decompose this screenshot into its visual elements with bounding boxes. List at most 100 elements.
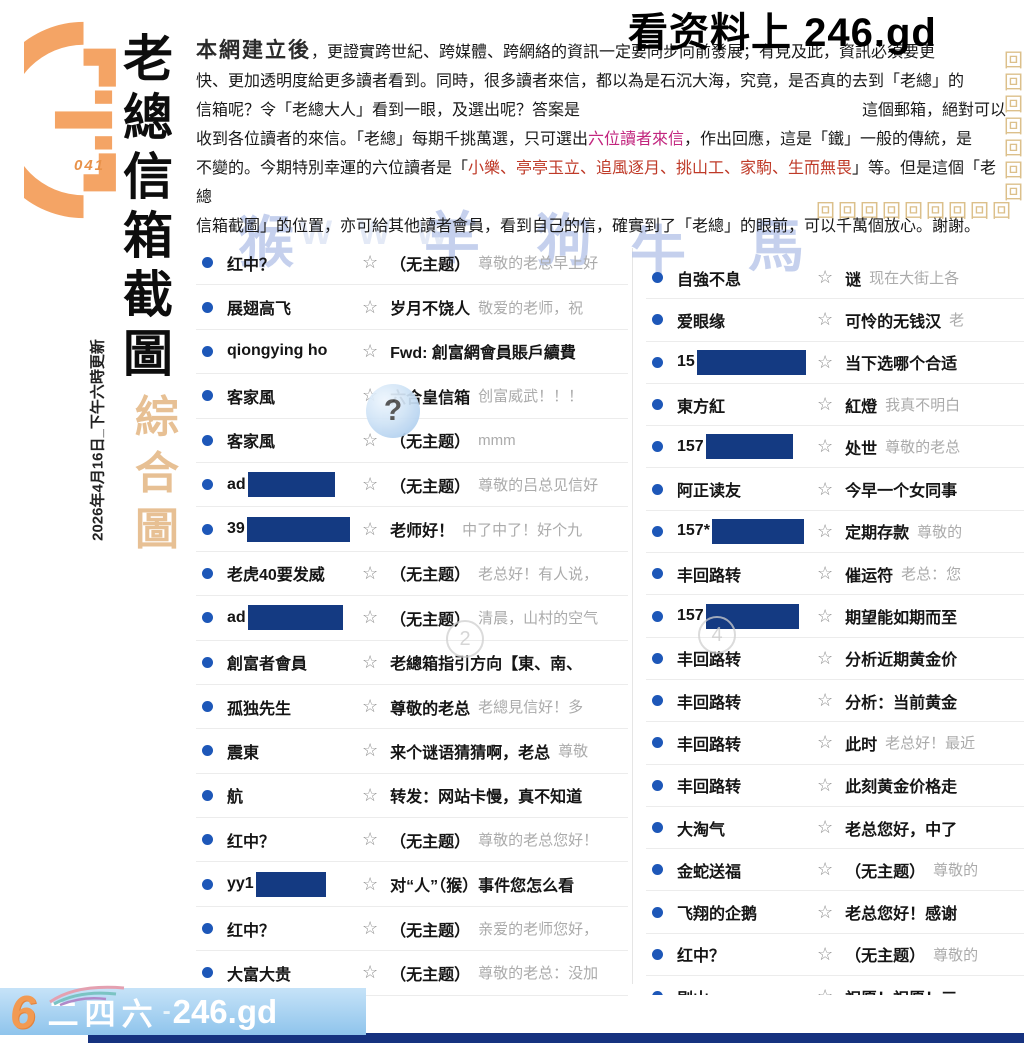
unread-dot-icon <box>202 434 213 446</box>
mail-row[interactable]: yy1 ☆ 对“人”（猴）事件您怎么看 <box>196 862 628 907</box>
mail-row[interactable]: 孤独先生 ☆ 尊敬的老总 老總見信好！多 <box>196 685 628 730</box>
redaction-box <box>705 434 793 460</box>
star-icon[interactable]: ☆ <box>362 740 379 761</box>
unread-dot-icon <box>652 779 663 791</box>
mail-row[interactable]: 157* ☆ 定期存款 尊敬的 <box>646 511 1024 554</box>
mail-row[interactable]: 爱眼缘 ☆ 可怜的无钱汉老 <box>646 299 1024 342</box>
mail-row[interactable]: 丰回路转 ☆ 此时 老总好！最近 <box>646 722 1024 765</box>
mail-row[interactable]: 展翅高飞 ☆ 岁月不饶人 敬爱的老师，祝 <box>196 285 628 330</box>
redaction-box <box>246 516 350 542</box>
sender-name: 創富者會員 <box>227 656 308 674</box>
star-icon[interactable]: ☆ <box>817 901 834 922</box>
star-icon[interactable]: ☆ <box>817 690 834 711</box>
unread-dot-icon <box>202 701 213 713</box>
mail-subject: （无主题） <box>390 611 471 629</box>
star-icon[interactable]: ☆ <box>817 436 834 457</box>
mail-row[interactable]: 客家風 ☆ （无主题） mmm <box>196 419 628 463</box>
star-icon[interactable]: ☆ <box>817 394 834 415</box>
star-icon[interactable]: ☆ <box>362 696 379 717</box>
unread-dot-icon <box>202 567 213 579</box>
star-icon[interactable]: ☆ <box>817 774 834 795</box>
star-icon[interactable]: ☆ <box>362 429 379 450</box>
intro-line: 快、更加透明度給更多讀者看到。同時，很多讀者來信，都以為是石沉大海，究竟，是否真… <box>196 73 965 90</box>
mail-row[interactable]: 航 ☆ 转发：网站卡慢，真不知道 <box>196 774 628 819</box>
star-icon[interactable]: ☆ <box>817 605 834 626</box>
mail-row[interactable]: 丰回路转 ☆ 分析：当前黄金 <box>646 680 1024 723</box>
star-icon[interactable]: ☆ <box>362 607 379 628</box>
mail-row[interactable]: qiongying ho ☆ Fwd: 創富網會員賬戶續費 <box>196 330 628 375</box>
star-icon[interactable]: ☆ <box>362 252 379 273</box>
unread-dot-icon <box>202 390 213 402</box>
star-icon[interactable]: ☆ <box>362 918 379 939</box>
mail-row[interactable]: 红中？ ☆ （无主题） 尊敬的老总您好！ <box>196 818 628 863</box>
star-icon[interactable]: ☆ <box>362 296 379 317</box>
star-icon[interactable]: ☆ <box>817 351 834 372</box>
vertical-subtitle-char: 綜 <box>135 392 179 443</box>
brand-seal-logo: 041 <box>0 20 124 220</box>
mail-row[interactable]: 金蛇送福 ☆ （无主题） 尊敬的 <box>646 849 1024 892</box>
mail-row[interactable]: 創富者會員 ☆ 老總箱指引方向【東、南、 <box>196 641 628 685</box>
star-icon[interactable]: ☆ <box>817 563 834 584</box>
star-icon[interactable]: ☆ <box>817 859 834 880</box>
sender-name: 丰回路转 <box>677 652 742 670</box>
star-icon[interactable]: ☆ <box>362 340 379 361</box>
sender-name: 客家風 <box>227 389 276 407</box>
redaction-box <box>255 871 326 897</box>
vertical-subtitle: 綜 合 圖 <box>130 396 184 552</box>
vertical-title-char: 箱 <box>123 206 173 265</box>
mail-list-left: 红中？ ☆ （无主题） 尊敬的老总早上好 展翅高飞 ☆ 岁月不饶人 敬爱的老师，祝 qiongy… <box>196 241 628 996</box>
mail-row[interactable]: ad ☆ （无主题） 清晨，山村的空气 <box>196 596 628 641</box>
mail-row[interactable]: 震東 ☆ 来个谜语猜猜啊，老总 尊敬 <box>196 729 628 774</box>
column-divider <box>632 248 633 984</box>
star-icon[interactable]: ☆ <box>817 943 834 964</box>
mail-row[interactable]: 丰回路转 ☆ 分析近期黄金价 <box>646 638 1024 680</box>
star-icon[interactable]: ☆ <box>362 962 379 983</box>
mail-subject: （无主题） <box>390 567 471 585</box>
circled-2-watermark: 2 <box>446 620 484 658</box>
footer-brand-banner: 6 二四六 - 246.gd <box>0 985 366 1035</box>
mail-row[interactable]: 東方紅 ☆ 紅燈 我真不明白 <box>646 384 1024 427</box>
mail-row[interactable]: 红中？ ☆ （无主题） 尊敬的 <box>646 934 1024 977</box>
star-icon[interactable]: ☆ <box>817 309 834 330</box>
star-icon[interactable]: ☆ <box>817 478 834 499</box>
star-icon[interactable]: ☆ <box>817 647 834 668</box>
mail-subject: 分析：当前黄金 <box>845 694 958 712</box>
mail-subject: （无主题） <box>390 478 471 496</box>
star-icon[interactable]: ☆ <box>817 986 833 995</box>
mail-preview: 现在大街上各 <box>869 270 960 288</box>
sender-name: 航 <box>227 789 244 807</box>
mail-row[interactable]: 老虎40要发威 ☆ （无主题） 老总好！有人说， <box>196 552 628 597</box>
star-icon[interactable]: ☆ <box>817 520 834 541</box>
question-mark-watermark: ? <box>366 384 420 438</box>
mail-row[interactable]: 飞翔的企鹅 ☆ 老总您好！感谢 <box>646 891 1024 934</box>
mail-subject: （无主题） <box>390 966 471 984</box>
mail-row[interactable]: 大富大贵 ☆ （无主题） 尊敬的老总：没加 <box>196 951 628 996</box>
mail-row[interactable]: 剧山☆ 祝愿！祝愿！三 <box>646 976 1024 995</box>
star-icon[interactable]: ☆ <box>362 474 379 495</box>
mail-preview: 老總見信好！多 <box>478 699 584 717</box>
mail-row[interactable]: 红中？ ☆ （无主题） 亲爱的老师您好， <box>196 907 628 952</box>
mail-row[interactable]: 39 ☆ 老师好！ 中了中了！好个九 <box>196 507 628 552</box>
vertical-subtitle-char: 圖 <box>135 504 179 555</box>
mail-row[interactable]: 红中？ ☆ （无主题） 尊敬的老总早上好 <box>196 241 628 286</box>
mail-preview: 老 <box>949 312 965 330</box>
mail-row[interactable]: 丰回路转 ☆ 此刻黄金价格走 <box>646 765 1024 807</box>
star-icon[interactable]: ☆ <box>362 651 379 672</box>
mail-row[interactable]: 阿正读友 ☆ 今早一个女同事 <box>646 468 1024 511</box>
star-icon[interactable]: ☆ <box>362 562 379 583</box>
mail-row[interactable]: 自強不息 ☆ 谜现在大街上各 <box>646 257 1024 300</box>
star-icon[interactable]: ☆ <box>362 873 379 894</box>
mail-row[interactable]: 丰回路转 ☆ 催运符 老总：您 <box>646 553 1024 596</box>
star-icon[interactable]: ☆ <box>362 518 379 539</box>
mail-row[interactable]: 15 ☆ 当下选哪个合适 <box>646 342 1024 384</box>
mail-row[interactable]: ad ☆ （无主题） 尊敬的吕总见信好 <box>196 463 628 508</box>
mail-row[interactable]: 157 ☆ 处世 尊敬的老总 <box>646 426 1024 469</box>
star-icon[interactable]: ☆ <box>362 784 379 805</box>
star-icon[interactable]: ☆ <box>817 732 834 753</box>
star-icon[interactable]: ☆ <box>362 829 379 850</box>
star-icon[interactable]: ☆ <box>817 267 834 288</box>
star-icon[interactable]: ☆ <box>817 817 834 837</box>
sender-name: 157* <box>677 518 817 544</box>
sender-name: 丰回路转 <box>677 694 742 712</box>
mail-row[interactable]: 大淘气 ☆ 老总您好，中了 <box>646 807 1024 850</box>
